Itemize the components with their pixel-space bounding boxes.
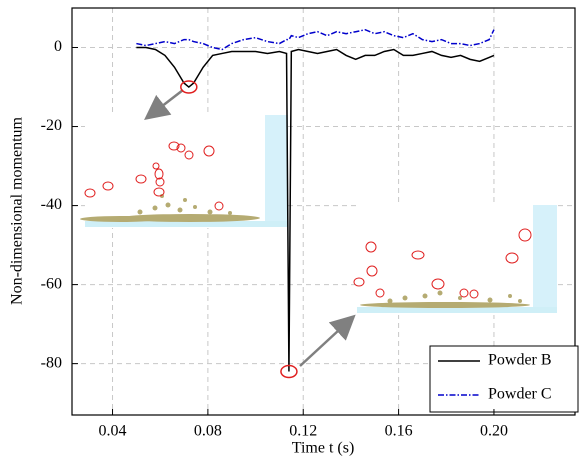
inset-snapshot (80, 115, 288, 228)
legend-label: Powder B (488, 352, 552, 369)
x-tick-label: 0.08 (194, 423, 222, 440)
y-axis-label: Non-dimensional momentum (9, 116, 26, 305)
highlight-circle (280, 364, 298, 379)
x-tick-label: 0.16 (385, 423, 413, 440)
arrow (299, 314, 356, 367)
x-tick-label: 0.12 (289, 423, 317, 440)
x-tick-label: 0.04 (99, 423, 127, 440)
plot-frame (71, 7, 576, 416)
y-tick-label: -40 (41, 196, 62, 213)
y-tick-label: -60 (41, 275, 62, 292)
x-tick-label: 0.20 (480, 423, 508, 440)
legend-label: Powder C (488, 386, 552, 403)
y-tick-label: 0 (54, 38, 62, 55)
arrow (144, 89, 184, 121)
legend (429, 345, 579, 413)
highlight-circle (180, 80, 198, 94)
line-series (136, 28, 495, 51)
y-tick-label: -80 (41, 354, 62, 371)
y-tick-label: -20 (41, 117, 62, 134)
x-axis-label: Time t (s) (292, 440, 355, 457)
inset-snapshot (353, 205, 557, 315)
line-series (136, 46, 495, 372)
